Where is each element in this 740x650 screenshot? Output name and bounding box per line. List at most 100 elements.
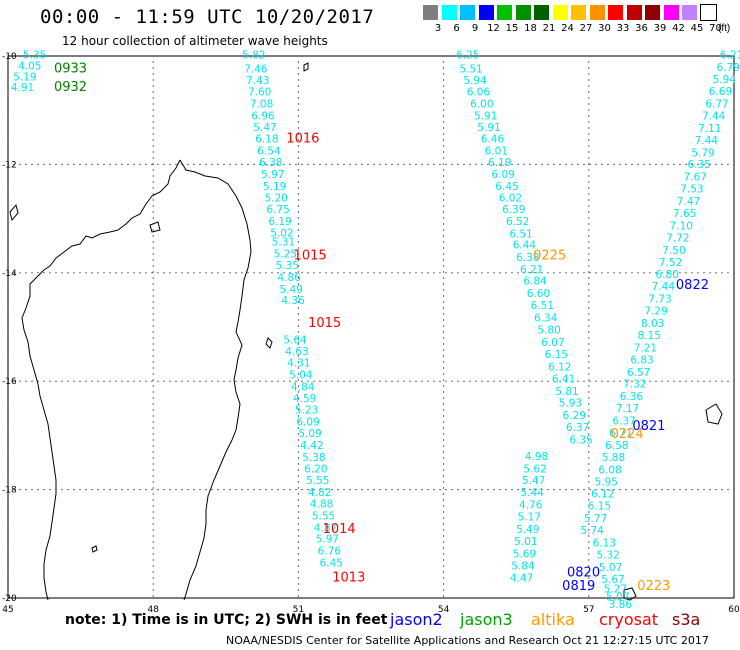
grid-dot xyxy=(685,597,687,599)
grid-dot xyxy=(667,163,669,165)
grid-dot xyxy=(385,597,387,599)
grid-dot xyxy=(152,289,154,291)
map-subtitle: 12 hour collection of altimeter wave hei… xyxy=(62,34,328,48)
grid-dot xyxy=(85,55,87,57)
grid-dot xyxy=(337,55,339,57)
grid-dot xyxy=(7,457,9,459)
grid-dot xyxy=(469,489,471,491)
wave-height-value: 7.44 xyxy=(695,135,719,147)
grid-dot xyxy=(443,79,445,81)
grid-dot xyxy=(691,489,693,491)
grid-dot xyxy=(601,55,603,57)
legend-label: 70 xyxy=(709,23,722,34)
grid-dot xyxy=(211,489,213,491)
grid-dot xyxy=(727,380,729,382)
grid-dot xyxy=(211,272,213,274)
grid-dot xyxy=(67,489,69,491)
wave-height-value: 6.76 xyxy=(318,546,342,558)
grid-dot xyxy=(79,597,81,599)
grid-dot xyxy=(152,181,154,183)
grid-dot xyxy=(588,487,590,489)
grid-dot xyxy=(721,55,723,57)
grid-dot xyxy=(295,163,297,165)
grid-dot xyxy=(481,489,483,491)
grid-dot xyxy=(157,380,159,382)
grid-dot xyxy=(443,361,445,363)
grid-dot xyxy=(733,385,735,387)
grid-dot xyxy=(487,272,489,274)
wave-height-value: 5.94 xyxy=(463,75,487,87)
grid-dot xyxy=(673,380,675,382)
grid-dot xyxy=(535,380,537,382)
grid-dot xyxy=(151,380,153,382)
map-border xyxy=(7,55,735,599)
grid-dot xyxy=(571,55,573,57)
grid-dot xyxy=(169,597,171,599)
grid-dot xyxy=(265,163,267,165)
grid-dot xyxy=(679,272,681,274)
madagascar-west-coast xyxy=(21,159,181,601)
grid-dot xyxy=(481,272,483,274)
grid-dot xyxy=(127,597,129,599)
grid-dot xyxy=(7,337,9,339)
grid-dot xyxy=(439,272,441,274)
grid-dot xyxy=(709,163,711,165)
grid-dot xyxy=(152,535,154,537)
grid-dot xyxy=(589,597,591,599)
grid-dot xyxy=(152,151,154,153)
grid-dot xyxy=(589,380,591,382)
grid-dot xyxy=(443,337,445,339)
grid-dot xyxy=(152,349,154,351)
grid-dot xyxy=(685,163,687,165)
grid-dot xyxy=(152,463,154,465)
grid-dot xyxy=(685,55,687,57)
grid-dot xyxy=(152,295,154,297)
grid-dot xyxy=(289,380,291,382)
grid-dot xyxy=(443,223,445,225)
grid-dot xyxy=(588,271,590,273)
grid-dot xyxy=(297,409,299,411)
grid-dot xyxy=(91,272,93,274)
grid-dot xyxy=(297,481,299,483)
grid-dot xyxy=(443,553,445,555)
grid-dot xyxy=(619,597,621,599)
axis-labels: 45 48 51 54 57 60 -10 -12 -14 -16 -18 -20 xyxy=(2,52,740,615)
grid-dot xyxy=(349,55,351,57)
grid-dot xyxy=(297,193,299,195)
grid-dot xyxy=(7,463,9,465)
grid-dot xyxy=(565,272,567,274)
grid-dot xyxy=(588,121,590,123)
grid-dot xyxy=(397,163,399,165)
grid-dot xyxy=(588,367,590,369)
grid-dot xyxy=(297,373,299,375)
legend-swatch xyxy=(645,5,660,20)
grid-dot xyxy=(588,553,590,555)
grid-dot xyxy=(7,391,9,393)
grid-dot xyxy=(67,163,69,165)
grid-dot xyxy=(547,380,549,382)
grid-dot xyxy=(588,547,590,549)
wave-height-value: 4.87 xyxy=(314,522,337,534)
grid-dot xyxy=(721,489,723,491)
grid-dot xyxy=(175,163,177,165)
grid-dot xyxy=(733,463,735,465)
grid-dot xyxy=(31,272,33,274)
grid-dot xyxy=(463,380,465,382)
grid-dot xyxy=(319,597,321,599)
grid-dot xyxy=(421,597,423,599)
grid-dot xyxy=(297,151,299,153)
grid-dot xyxy=(7,307,9,309)
grid-dot xyxy=(175,597,177,599)
grid-dot xyxy=(67,272,69,274)
grid-dot xyxy=(7,493,9,495)
grid-dot xyxy=(733,367,735,369)
grid-dot xyxy=(297,271,299,273)
grid-dot xyxy=(588,475,590,477)
island-mauritius xyxy=(705,403,723,425)
grid-dot xyxy=(373,55,375,57)
grid-dot xyxy=(151,163,153,165)
wave-height-value: 6.06 xyxy=(467,87,491,99)
grid-dot xyxy=(421,55,423,57)
grid-dot xyxy=(91,380,93,382)
grid-dot xyxy=(297,133,299,135)
